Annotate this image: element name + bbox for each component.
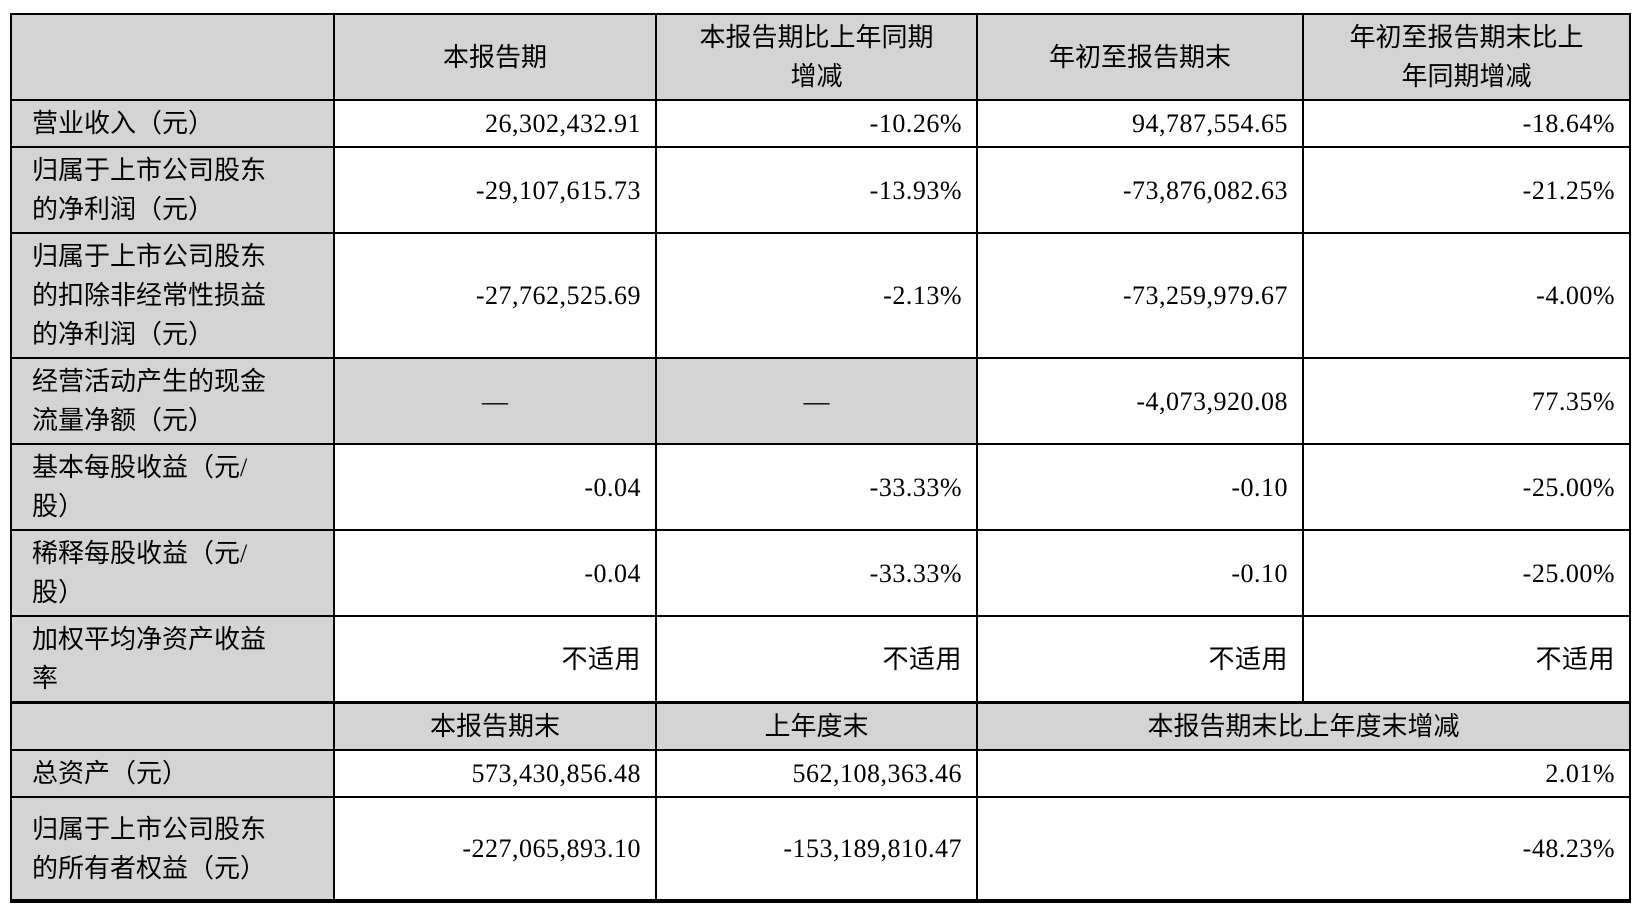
- value-cell: -25.00%: [1302, 443, 1631, 531]
- row-label: 营业收入（元）: [10, 99, 335, 148]
- value-cell: -29,107,615.73: [333, 146, 657, 234]
- empty-header-cell: [10, 701, 335, 751]
- header-cell-period-yoy: 本报告期比上年同期增减: [655, 13, 978, 101]
- value-cell: -27,762,525.69: [333, 232, 657, 359]
- na-dash-cell: —: [333, 357, 657, 445]
- value-cell: 94,787,554.65: [976, 99, 1304, 148]
- row-diluted-eps: 稀释每股收益（元/股） -0.04 -33.33% -0.10 -25.00%: [10, 529, 1631, 617]
- row-total-assets: 总资产（元） 573,430,856.48 562,108,363.46 2.0…: [10, 749, 1631, 798]
- row-equity: 归属于上市公司股东的所有者权益（元） -227,065,893.10 -153,…: [10, 796, 1631, 903]
- na-dash-cell: —: [655, 357, 978, 445]
- row-operating-cash-flow: 经营活动产生的现金流量净额（元） — — -4,073,920.08 77.35…: [10, 357, 1631, 445]
- row-label: 稀释每股收益（元/股）: [10, 529, 335, 617]
- empty-corner-cell: [10, 13, 335, 101]
- row-label: 加权平均净资产收益率: [10, 615, 335, 704]
- row-basic-eps: 基本每股收益（元/股） -0.04 -33.33% -0.10 -25.00%: [10, 443, 1631, 531]
- value-cell: 不适用: [655, 615, 978, 704]
- row-label: 归属于上市公司股东的扣除非经常性损益的净利润（元）: [10, 232, 335, 359]
- value-cell: 562,108,363.46: [655, 749, 978, 798]
- row-weighted-avg-roe: 加权平均净资产收益率 不适用 不适用 不适用 不适用: [10, 615, 1631, 704]
- value-cell: -0.04: [333, 443, 657, 531]
- header-row-quarter: 本报告期 本报告期比上年同期增减 年初至报告期末 年初至报告期末比上年同期增减: [10, 13, 1631, 101]
- financial-summary-table: 本报告期 本报告期比上年同期增减 年初至报告期末 年初至报告期末比上年同期增减 …: [10, 13, 1631, 903]
- value-cell: -21.25%: [1302, 146, 1631, 234]
- value-cell: 不适用: [976, 615, 1304, 704]
- value-cell: -0.04: [333, 529, 657, 617]
- row-label: 基本每股收益（元/股）: [10, 443, 335, 531]
- row-revenue: 营业收入（元） 26,302,432.91 -10.26% 94,787,554…: [10, 99, 1631, 148]
- value-cell: -73,259,979.67: [976, 232, 1304, 359]
- value-cell: -18.64%: [1302, 99, 1631, 148]
- value-cell: -4.00%: [1302, 232, 1631, 359]
- value-cell: -0.10: [976, 443, 1304, 531]
- value-cell: 77.35%: [1302, 357, 1631, 445]
- value-cell: -25.00%: [1302, 529, 1631, 617]
- value-cell: 不适用: [1302, 615, 1631, 704]
- value-cell: -153,189,810.47: [655, 796, 978, 903]
- value-cell: -73,876,082.63: [976, 146, 1304, 234]
- header-cell-prev-year-end: 上年度末: [655, 701, 978, 751]
- header-cell-ytd: 年初至报告期末: [976, 13, 1304, 101]
- header-row-year-end: 本报告期末 上年度末 本报告期末比上年度末增减: [10, 701, 1631, 751]
- header-cell-period: 本报告期: [333, 13, 657, 101]
- value-cell: 26,302,432.91: [333, 99, 657, 148]
- value-cell: -33.33%: [655, 443, 978, 531]
- value-cell: -13.93%: [655, 146, 978, 234]
- row-label: 总资产（元）: [10, 749, 335, 798]
- value-cell: -33.33%: [655, 529, 978, 617]
- value-cell: 573,430,856.48: [333, 749, 657, 798]
- row-net-profit-excl-nonrecurring: 归属于上市公司股东的扣除非经常性损益的净利润（元） -27,762,525.69…: [10, 232, 1631, 359]
- value-cell: -4,073,920.08: [976, 357, 1304, 445]
- header-cell-change: 本报告期末比上年度末增减: [976, 701, 1631, 751]
- value-cell: -2.13%: [655, 232, 978, 359]
- row-label: 经营活动产生的现金流量净额（元）: [10, 357, 335, 445]
- value-cell: -227,065,893.10: [333, 796, 657, 903]
- header-cell-end-period: 本报告期末: [333, 701, 657, 751]
- value-cell: -48.23%: [976, 796, 1631, 903]
- value-cell: -10.26%: [655, 99, 978, 148]
- value-cell: 2.01%: [976, 749, 1631, 798]
- row-label: 归属于上市公司股东的所有者权益（元）: [10, 796, 335, 903]
- row-label: 归属于上市公司股东的净利润（元）: [10, 146, 335, 234]
- header-cell-ytd-yoy: 年初至报告期末比上年同期增减: [1302, 13, 1631, 101]
- row-net-profit: 归属于上市公司股东的净利润（元） -29,107,615.73 -13.93% …: [10, 146, 1631, 234]
- value-cell: 不适用: [333, 615, 657, 704]
- value-cell: -0.10: [976, 529, 1304, 617]
